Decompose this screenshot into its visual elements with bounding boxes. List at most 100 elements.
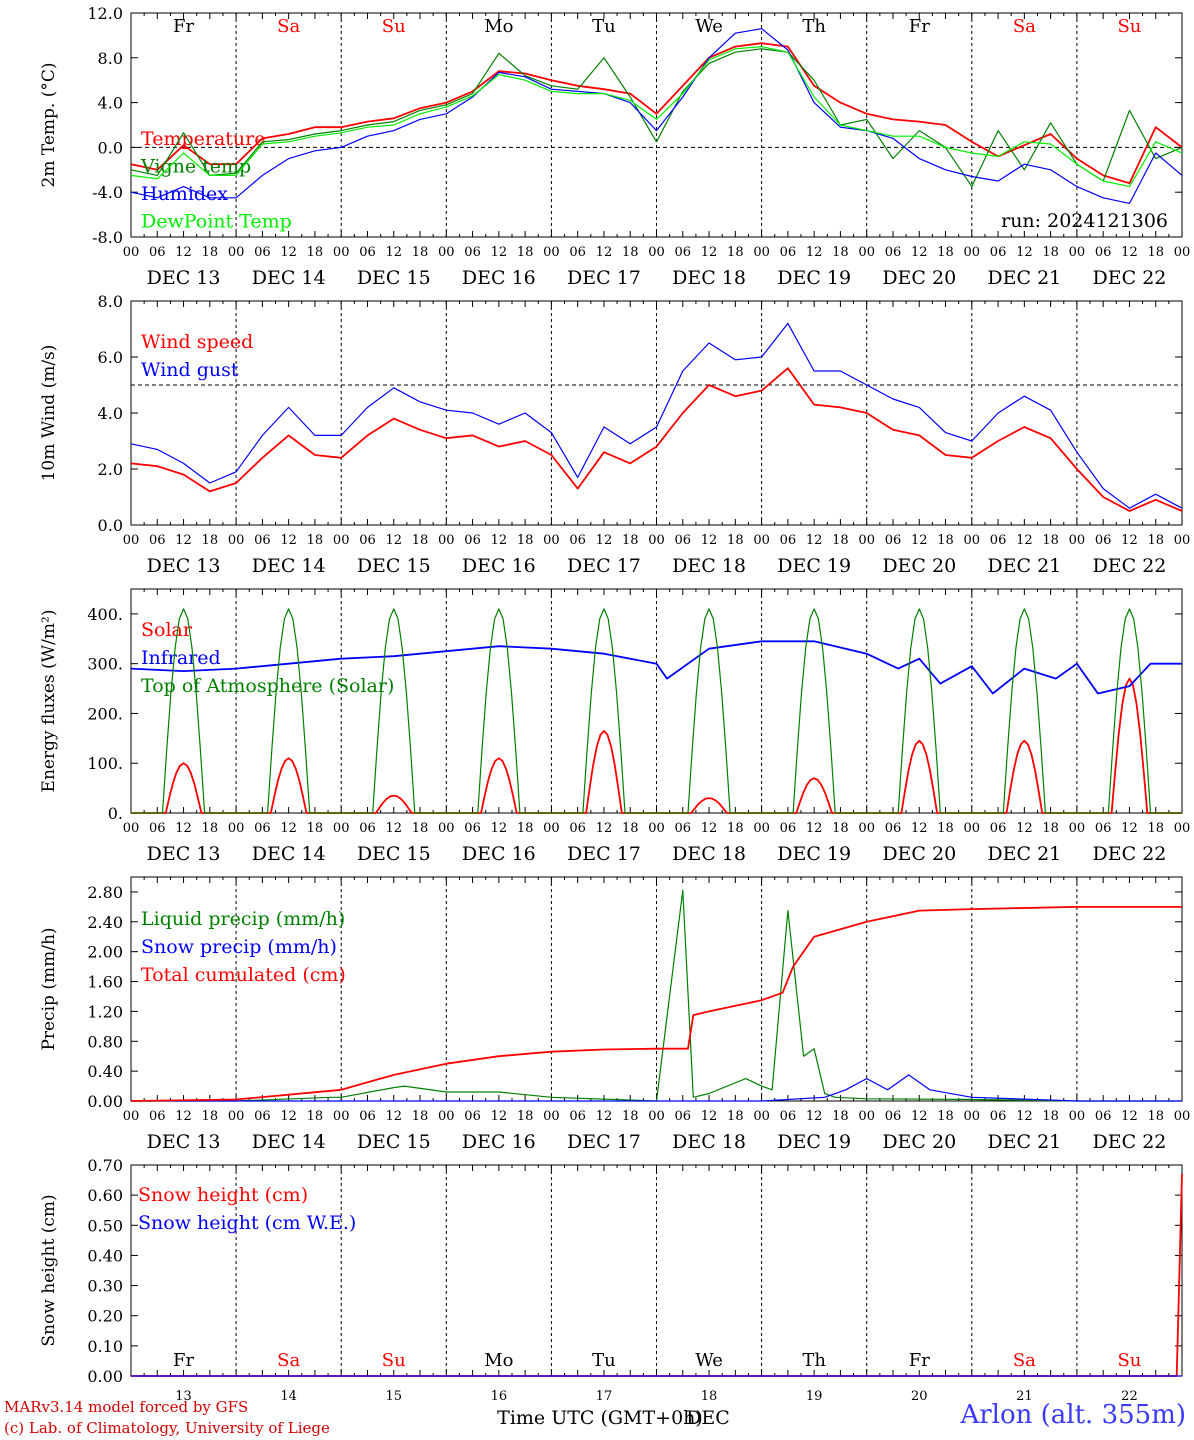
precip-hour-label: 18	[622, 1109, 639, 1124]
temp-hour-label: 00	[648, 245, 665, 260]
flux-hour-label: 06	[464, 821, 481, 836]
snow-y-tick-label: 0.30	[87, 1277, 123, 1296]
precip-date-label: DEC 21	[987, 1131, 1061, 1153]
flux-hour-label: 18	[937, 821, 954, 836]
wind-hour-label: 18	[202, 533, 219, 548]
wind-hour-label: 12	[491, 533, 508, 548]
flux-hour-label: 06	[990, 821, 1007, 836]
flux-date-label: DEC 14	[252, 843, 326, 865]
wind-date-label: DEC 21	[987, 555, 1061, 577]
wind-hour-label: 12	[1016, 533, 1033, 548]
temp-hour-label: 00	[228, 245, 245, 260]
snow-y-tick-label: 0.00	[87, 1367, 123, 1386]
flux-hour-label: 06	[885, 821, 902, 836]
wind-hour-label: 06	[1095, 533, 1112, 548]
flux-hour-label: 00	[123, 821, 140, 836]
flux-date-label: DEC 13	[147, 843, 221, 865]
precip-date-label: DEC 15	[357, 1131, 431, 1153]
snow-weekday-label: Sa	[277, 1350, 300, 1371]
precip-y-tick-label: 0.80	[87, 1032, 123, 1051]
wind-hour-label: 06	[990, 533, 1007, 548]
wind-date-label: DEC 20	[882, 555, 956, 577]
precip-hour-label: 06	[885, 1109, 902, 1124]
flux-y-tick-label: 200.	[87, 704, 123, 723]
wind-hour-label: 06	[464, 533, 481, 548]
wind-hour-label: 18	[1042, 533, 1059, 548]
precip-hour-label: 00	[1069, 1109, 1086, 1124]
wind-hour-label: 12	[175, 533, 192, 548]
precip-hour-label: 12	[280, 1109, 297, 1124]
wind-hour-label: 00	[438, 533, 455, 548]
wind-y-axis-title: 10m Wind (m/s)	[39, 345, 59, 482]
temp-hour-label: 12	[280, 245, 297, 260]
wind-date-label: DEC 18	[672, 555, 746, 577]
temp-date-label: DEC 14	[252, 267, 326, 289]
temp-hour-label: 12	[175, 245, 192, 260]
temp-hour-label: 06	[149, 245, 166, 260]
wind-hour-label: 00	[648, 533, 665, 548]
wind-hour-label: 12	[280, 533, 297, 548]
precip-hour-label: 12	[385, 1109, 402, 1124]
flux-hour-label: 12	[596, 821, 613, 836]
precip-series-snow-precip-mm-h-	[131, 1074, 1182, 1102]
wind-date-label: DEC 16	[462, 555, 536, 577]
temp-y-axis-title: 2m Temp. (°C)	[39, 62, 59, 187]
precip-hour-label: 12	[911, 1109, 928, 1124]
flux-hour-label: 00	[858, 821, 875, 836]
snow-y-tick-label: 0.10	[87, 1337, 123, 1356]
temp-date-label: DEC 19	[777, 267, 851, 289]
precip-hour-label: 06	[675, 1109, 692, 1124]
temp-date-label: DEC 17	[567, 267, 641, 289]
temp-hour-label: 18	[727, 245, 744, 260]
wind-hour-label: 06	[780, 533, 797, 548]
precip-hour-label: 12	[1016, 1109, 1033, 1124]
snow-weekday-label: Fr	[909, 1350, 930, 1371]
wind-hour-label: 18	[412, 533, 429, 548]
temp-date-label: DEC 13	[147, 267, 221, 289]
precip-y-tick-label: 1.60	[87, 973, 123, 992]
wind-plot-frame	[130, 300, 1183, 526]
temp-date-label: DEC 21	[987, 267, 1061, 289]
flux-hour-label: 18	[307, 821, 324, 836]
precip-legend-snow-precip-mm-h-: Snow precip (mm/h)	[141, 936, 337, 958]
precip-hour-label: 12	[806, 1109, 823, 1124]
precip-date-label: DEC 19	[777, 1131, 851, 1153]
precip-hour-label: 00	[438, 1109, 455, 1124]
precip-hour-label: 18	[727, 1109, 744, 1124]
wind-date-label: DEC 13	[147, 555, 221, 577]
temp-series-vigne-temp	[130, 48, 1183, 188]
flux-date-label: DEC 17	[567, 843, 641, 865]
flux-legend-infrared: Infrared	[141, 647, 221, 669]
precip-date-label: DEC 14	[252, 1131, 326, 1153]
flux-y-tick-label: 400.	[87, 605, 123, 624]
flux-hour-label: 18	[1147, 821, 1164, 836]
temp-hour-label: 06	[569, 245, 586, 260]
flux-hour-label: 06	[675, 821, 692, 836]
snow-legend-snow-height-cm-: Snow height (cm)	[138, 1184, 308, 1206]
wind-hour-label: 18	[832, 533, 849, 548]
flux-hour-label: 00	[1069, 821, 1086, 836]
flux-hour-label: 00	[543, 821, 560, 836]
flux-hour-label: 12	[385, 821, 402, 836]
flux-hour-label: 12	[701, 821, 718, 836]
snow-y-tick-label: 0.40	[87, 1246, 123, 1265]
temp-series-temperature	[130, 42, 1183, 185]
temp-hour-label: 00	[964, 245, 981, 260]
temp-legend-humidex: Humidex	[141, 183, 228, 205]
wind-date-label: DEC 17	[567, 555, 641, 577]
temp-series-humidex	[130, 28, 1183, 204]
wind-hour-label: 18	[937, 533, 954, 548]
flux-hour-label: 18	[517, 821, 534, 836]
precip-hour-label: 18	[202, 1109, 219, 1124]
flux-hour-label: 00	[333, 821, 350, 836]
precip-hour-label: 12	[1121, 1109, 1138, 1124]
wind-hour-label: 00	[543, 533, 560, 548]
temp-hour-label: 18	[1042, 245, 1059, 260]
snow-day-number: 17	[596, 1389, 613, 1404]
flux-hour-label: 18	[727, 821, 744, 836]
temp-legend-dewpoint-temp: DewPoint Temp	[141, 211, 292, 233]
flux-hour-label: 06	[569, 821, 586, 836]
precip-hour-label: 18	[937, 1109, 954, 1124]
wind-hour-label: 12	[806, 533, 823, 548]
